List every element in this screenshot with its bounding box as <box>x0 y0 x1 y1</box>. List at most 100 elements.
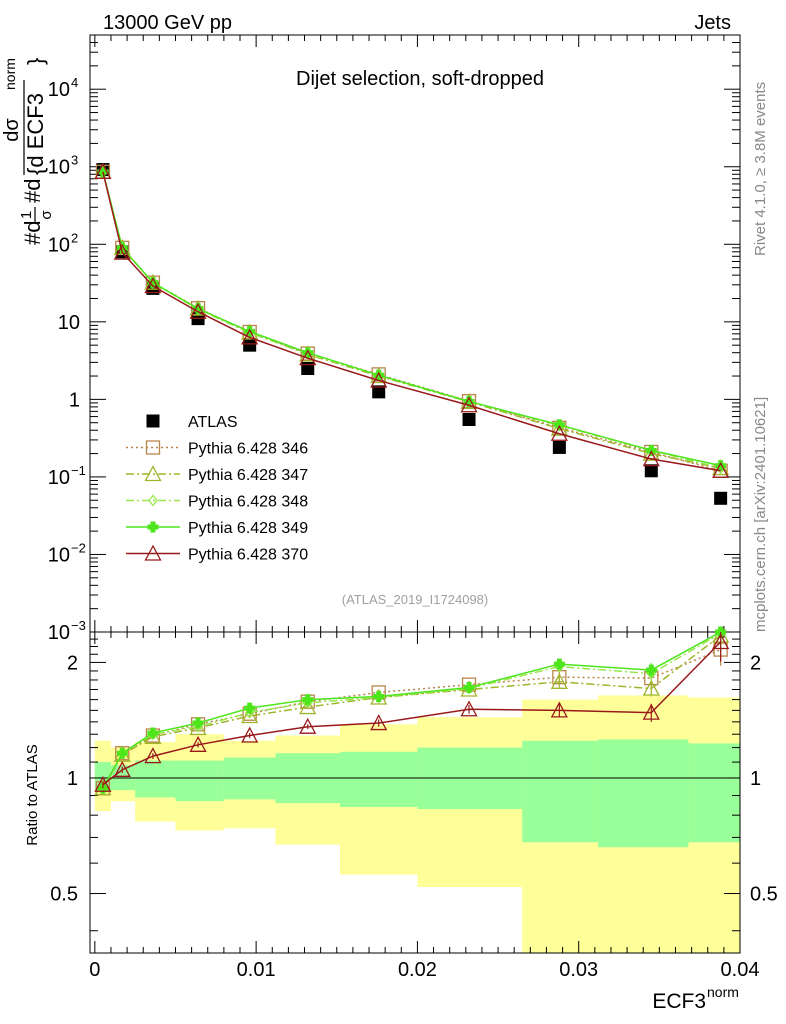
ratio-point <box>144 747 162 764</box>
ratio-point <box>299 698 317 715</box>
legend-label: ATLAS <box>188 414 238 431</box>
ratio-point <box>370 714 388 731</box>
y-tick-label: 10 <box>48 234 70 256</box>
ratio-point <box>241 707 259 724</box>
y-tick-label: 1 <box>69 389 80 411</box>
y-tick-label: 10 <box>48 157 70 179</box>
ratio-point <box>550 672 568 689</box>
main-point <box>712 461 730 478</box>
main-plot-frame <box>89 34 741 633</box>
plot-title: Dijet selection, soft-dropped <box>296 68 544 90</box>
ratio-point <box>645 664 657 676</box>
legend-label: Pythia 6.428 347 <box>188 467 308 484</box>
ylabel-norm-sup: norm <box>2 58 18 90</box>
ratio-point <box>550 701 568 718</box>
band-green-bin <box>175 760 224 802</box>
band-green-bin <box>135 760 176 798</box>
main-y-axis-label: #d 1 σ #d dσ {d ECF3 norm } <box>1 58 55 245</box>
legend-label: Pythia 6.428 348 <box>188 494 308 511</box>
ratio-y-tick-label: 1 <box>67 768 78 790</box>
y-tick-label: 10 <box>48 622 70 644</box>
main-point <box>299 349 317 366</box>
legend-label: Pythia 6.428 349 <box>188 520 308 537</box>
ratio-uncertainty-bands <box>90 695 740 953</box>
y-tick-label-exponent: 3 <box>71 153 78 168</box>
ylabel-hash-d: #d <box>20 221 45 245</box>
mcplots-source-label: mcplots.cern.ch [arXiv:2401.10621] <box>752 396 769 632</box>
main-point <box>642 450 660 467</box>
y-tick-label-exponent: 2 <box>71 230 78 245</box>
ratio-y-tick-label: 2 <box>67 652 78 674</box>
main-point <box>550 424 568 441</box>
legend-marker <box>144 465 162 482</box>
ratio-point <box>463 682 475 694</box>
ratio-point <box>116 747 128 759</box>
main-point <box>94 162 112 179</box>
legend-label: Pythia 6.428 370 <box>188 547 308 564</box>
ratio-point <box>97 782 109 794</box>
ylabel-frac-top: 1 <box>18 211 35 219</box>
legend-label: Pythia 6.428 346 <box>188 441 308 458</box>
y-tick-label: 10 <box>48 544 70 566</box>
rivet-version-label: Rivet 4.1.0, ≥ 3.8M events <box>752 81 769 256</box>
ylabel-frac-bottom: σ <box>38 210 55 220</box>
ratio-point <box>712 633 730 650</box>
ratio-y-tick-label-right: 2 <box>750 652 761 674</box>
ratio-point <box>460 700 478 717</box>
energy-label: 13000 GeV pp <box>103 12 232 34</box>
ratio-point <box>94 775 112 792</box>
ratio-point <box>299 717 317 734</box>
ylabel-hash-d-2: #d <box>20 179 45 203</box>
main-point <box>113 243 131 260</box>
main-point <box>460 396 478 413</box>
band-green-bin <box>522 740 599 843</box>
ratio-y-tick-label-right: 0.5 <box>750 884 778 906</box>
ratio-point <box>244 702 256 714</box>
ratio-point <box>113 760 131 777</box>
y-tick-label: 10 <box>58 312 80 334</box>
main-point <box>372 385 386 399</box>
ylabel-d-ecf3: {d ECF3 <box>23 93 48 175</box>
ratio-point <box>241 726 259 743</box>
x-tick-label: 0.04 <box>721 959 760 981</box>
main-point <box>370 371 388 388</box>
x-tick-label: 0.03 <box>559 959 598 981</box>
ratio-plot-frame <box>89 631 741 954</box>
ratio-y-tick-label: 0.5 <box>50 884 78 906</box>
x-axis-label: ECF3 <box>652 990 706 1013</box>
legend-marker <box>148 494 158 507</box>
data-marks <box>94 162 730 796</box>
main-point <box>553 419 565 431</box>
main-point <box>301 362 315 376</box>
x-tick-label: 0.02 <box>398 959 437 981</box>
legend-marker <box>147 521 159 533</box>
y-tick-label-exponent: 4 <box>71 75 78 90</box>
legend: ATLAS Pythia 6.428 346 Pythia 6.428 347 Pyt… <box>126 414 308 564</box>
ratio-point <box>244 706 255 719</box>
main-point <box>550 419 568 436</box>
ratio-point <box>642 703 660 720</box>
main-point <box>462 413 476 427</box>
ratio-point <box>642 679 660 696</box>
x-axis-label-sup: norm <box>707 984 739 1000</box>
main-series-line-5 <box>102 171 721 472</box>
main-point <box>144 277 162 294</box>
band-green-bin <box>598 739 689 848</box>
ratio-point <box>147 727 159 739</box>
band-green-bin <box>340 751 418 808</box>
x-tick-label: 0 <box>89 959 100 981</box>
ratio-point <box>189 735 207 752</box>
y-tick-label-exponent: −3 <box>71 618 86 633</box>
category-label: Jets <box>694 12 731 34</box>
ratio-point <box>553 658 565 670</box>
ratio-y-axis-label: Ratio to ATLAS <box>24 744 41 845</box>
legend-marker <box>146 414 160 428</box>
legend-marker <box>145 440 161 455</box>
main-point <box>552 440 566 454</box>
main-point <box>189 302 207 319</box>
ratio-y-tick-label-right: 1 <box>750 768 761 790</box>
ylabel-dsigma: dσ <box>1 118 23 142</box>
y-tick-label: 10 <box>48 79 70 101</box>
y-tick-label-exponent: −2 <box>71 540 86 555</box>
